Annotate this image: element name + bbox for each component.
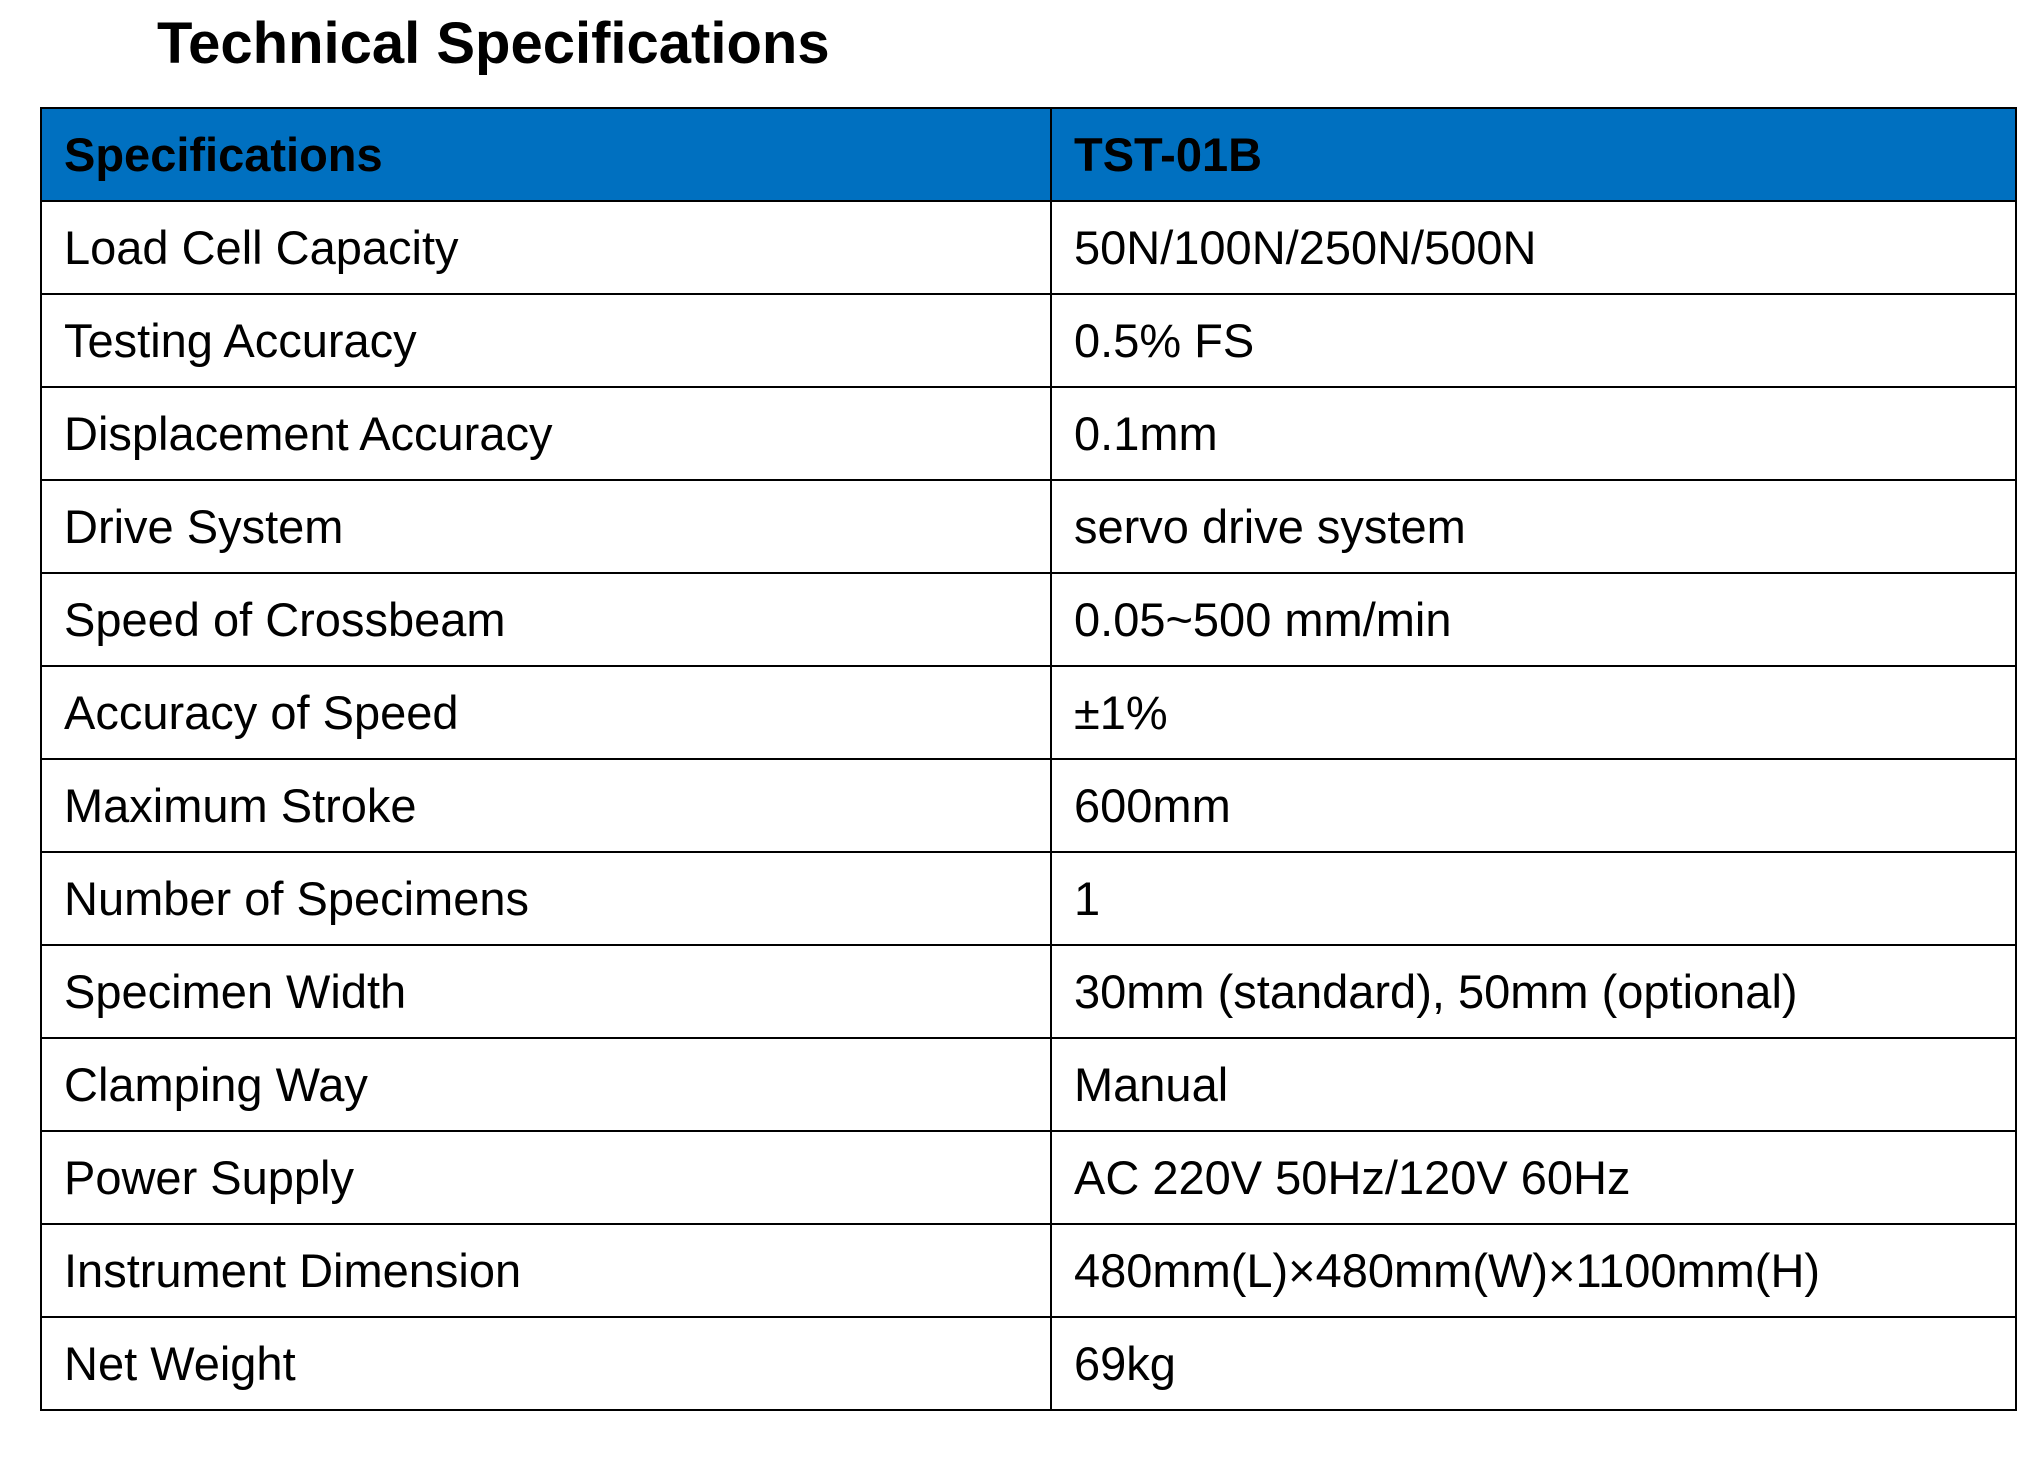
- table-header-row: Specifications TST-01B: [40, 107, 2017, 202]
- spec-name-cell: Drive System: [40, 479, 1052, 574]
- spec-name-cell: Load Cell Capacity: [40, 200, 1052, 295]
- spec-name-cell: Maximum Stroke: [40, 758, 1052, 853]
- spec-value-cell: 0.1mm: [1050, 386, 2017, 481]
- table-row: Instrument Dimension 480mm(L)×480mm(W)×1…: [40, 1223, 2017, 1318]
- spec-name-cell: Accuracy of Speed: [40, 665, 1052, 760]
- spec-name-cell: Specimen Width: [40, 944, 1052, 1039]
- spec-name-cell: Speed of Crossbeam: [40, 572, 1052, 667]
- spec-name-cell: Clamping Way: [40, 1037, 1052, 1132]
- table-row: Accuracy of Speed ±1%: [40, 665, 2017, 760]
- spec-value-cell: 69kg: [1050, 1316, 2017, 1411]
- spec-value-cell: 600mm: [1050, 758, 2017, 853]
- column-header-model: TST-01B: [1050, 107, 2017, 202]
- table-row: Displacement Accuracy 0.1mm: [40, 386, 2017, 481]
- spec-name-cell: Power Supply: [40, 1130, 1052, 1225]
- spec-name-cell: Instrument Dimension: [40, 1223, 1052, 1318]
- table-row: Speed of Crossbeam 0.05~500 mm/min: [40, 572, 2017, 667]
- table-row: Drive System servo drive system: [40, 479, 2017, 574]
- spec-value-cell: 0.5% FS: [1050, 293, 2017, 388]
- table-row: Maximum Stroke 600mm: [40, 758, 2017, 853]
- column-header-specifications: Specifications: [40, 107, 1052, 202]
- spec-value-cell: 1: [1050, 851, 2017, 946]
- spec-value-cell: AC 220V 50Hz/120V 60Hz: [1050, 1130, 2017, 1225]
- spec-value-cell: 30mm (standard), 50mm (optional): [1050, 944, 2017, 1039]
- table-row: Load Cell Capacity 50N/100N/250N/500N: [40, 200, 2017, 295]
- table-row: Clamping Way Manual: [40, 1037, 2017, 1132]
- table-row: Power Supply AC 220V 50Hz/120V 60Hz: [40, 1130, 2017, 1225]
- spec-value-cell: ±1%: [1050, 665, 2017, 760]
- spec-value-cell: Manual: [1050, 1037, 2017, 1132]
- specifications-table: Specifications TST-01B Load Cell Capacit…: [40, 107, 2017, 1411]
- spec-name-cell: Displacement Accuracy: [40, 386, 1052, 481]
- table-row: Net Weight 69kg: [40, 1316, 2017, 1411]
- spec-value-cell: servo drive system: [1050, 479, 2017, 574]
- spec-name-cell: Testing Accuracy: [40, 293, 1052, 388]
- spec-name-cell: Net Weight: [40, 1316, 1052, 1411]
- spec-value-cell: 0.05~500 mm/min: [1050, 572, 2017, 667]
- table-row: Specimen Width 30mm (standard), 50mm (op…: [40, 944, 2017, 1039]
- spec-name-cell: Number of Specimens: [40, 851, 1052, 946]
- table-row: Testing Accuracy 0.5% FS: [40, 293, 2017, 388]
- page-title: Technical Specifications: [157, 11, 830, 76]
- spec-value-cell: 50N/100N/250N/500N: [1050, 200, 2017, 295]
- spec-value-cell: 480mm(L)×480mm(W)×1100mm(H): [1050, 1223, 2017, 1318]
- table-row: Number of Specimens 1: [40, 851, 2017, 946]
